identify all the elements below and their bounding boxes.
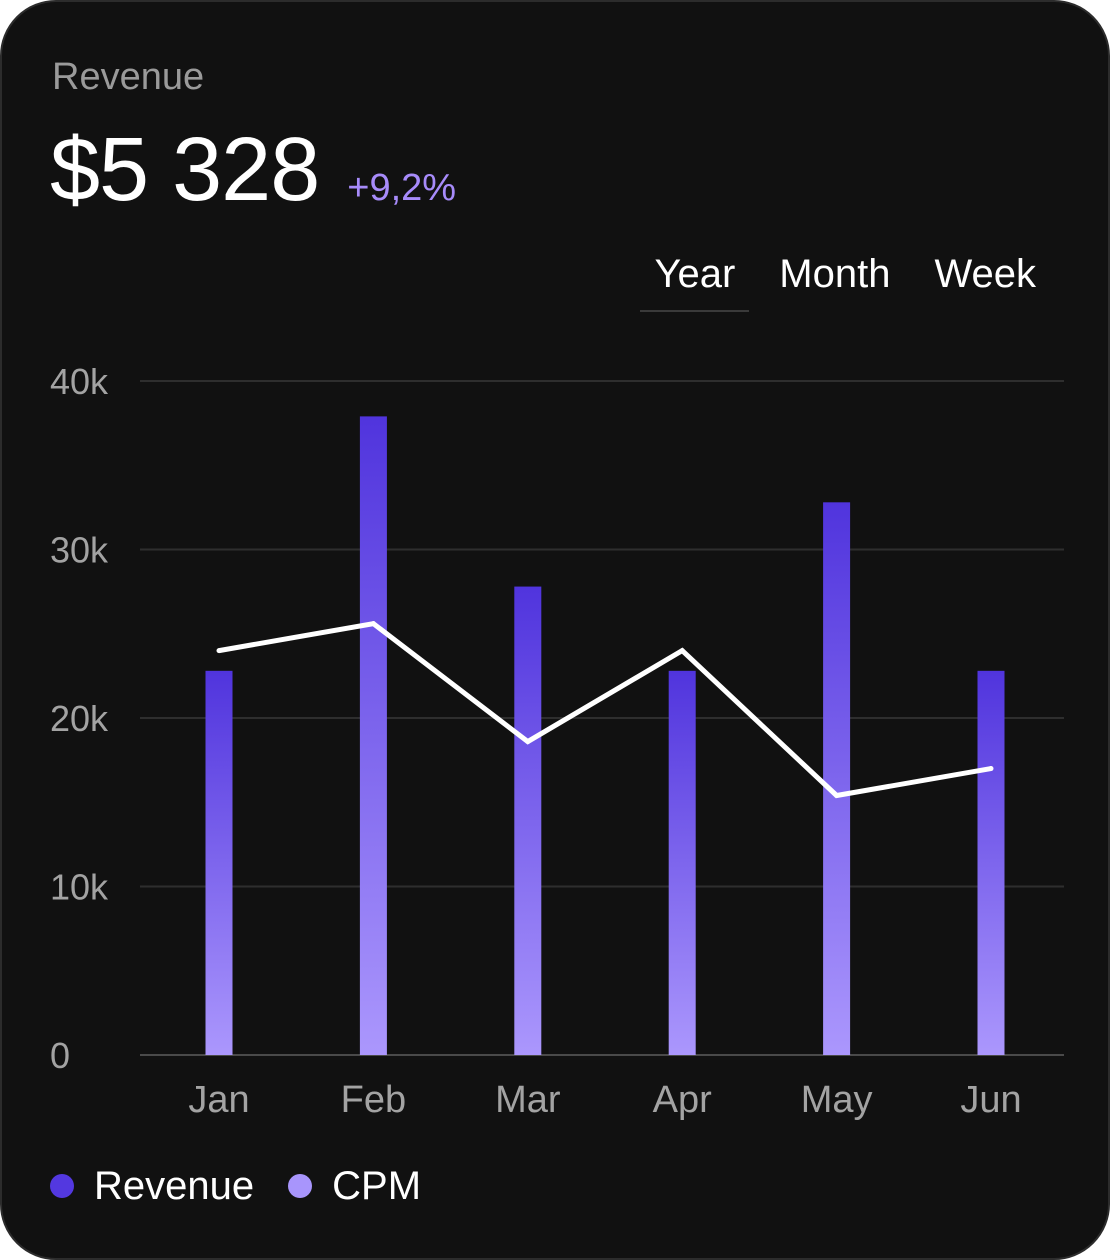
y-tick-label: 30k: [50, 530, 109, 571]
x-tick-label: Apr: [653, 1079, 712, 1121]
legend-dot-cpm: [288, 1174, 313, 1198]
period-tabs: Year Month Week: [624, 246, 1050, 312]
y-tick-label: 20k: [50, 698, 109, 739]
metric-value: $5 328: [50, 120, 320, 220]
legend-label-cpm: CPM: [332, 1164, 422, 1208]
metric-change-badge: +9,2%: [347, 167, 457, 209]
cpm-point-apr: [679, 648, 685, 654]
metric-label: Revenue: [52, 56, 205, 98]
legend-item-cpm: CPM: [288, 1160, 421, 1212]
bar-apr: [668, 670, 696, 1055]
cpm-point-jun: [988, 766, 994, 772]
x-tick-label: Feb: [341, 1079, 406, 1121]
legend-dot-revenue: [50, 1174, 74, 1198]
cpm-point-jan: [216, 648, 222, 654]
y-tick-label: 40k: [50, 361, 109, 402]
x-tick-label: Jun: [960, 1079, 1021, 1121]
cpm-point-mar: [525, 739, 531, 745]
bar-mar: [514, 586, 542, 1055]
bar-jan: [205, 670, 233, 1055]
bar-may: [823, 502, 851, 1055]
cpm-point-may: [834, 793, 840, 799]
x-tick-label: Jan: [188, 1079, 249, 1121]
legend-item-revenue: Revenue: [50, 1160, 254, 1212]
legend-label-revenue: Revenue: [94, 1164, 255, 1208]
tab-week[interactable]: Week: [934, 252, 1036, 296]
bar-feb: [359, 416, 387, 1055]
y-tick-label: 0: [50, 1035, 70, 1076]
metric-row: $5 328 +9,2%: [50, 120, 456, 220]
bar-jun: [977, 670, 1005, 1055]
x-tick-label: May: [801, 1079, 873, 1121]
cpm-point-feb: [370, 621, 376, 627]
tab-month[interactable]: Month: [779, 252, 891, 296]
y-tick-label: 10k: [50, 867, 109, 908]
cpm-line: [218, 620, 992, 799]
chart-legend: Revenue CPM: [50, 1160, 455, 1212]
x-tick-label: Mar: [495, 1079, 561, 1121]
tab-year[interactable]: Year: [640, 246, 750, 312]
revenue-chart: 0 10k 20k 30k 40k Jan Feb Mar Apr May Jun: [50, 361, 1064, 1121]
